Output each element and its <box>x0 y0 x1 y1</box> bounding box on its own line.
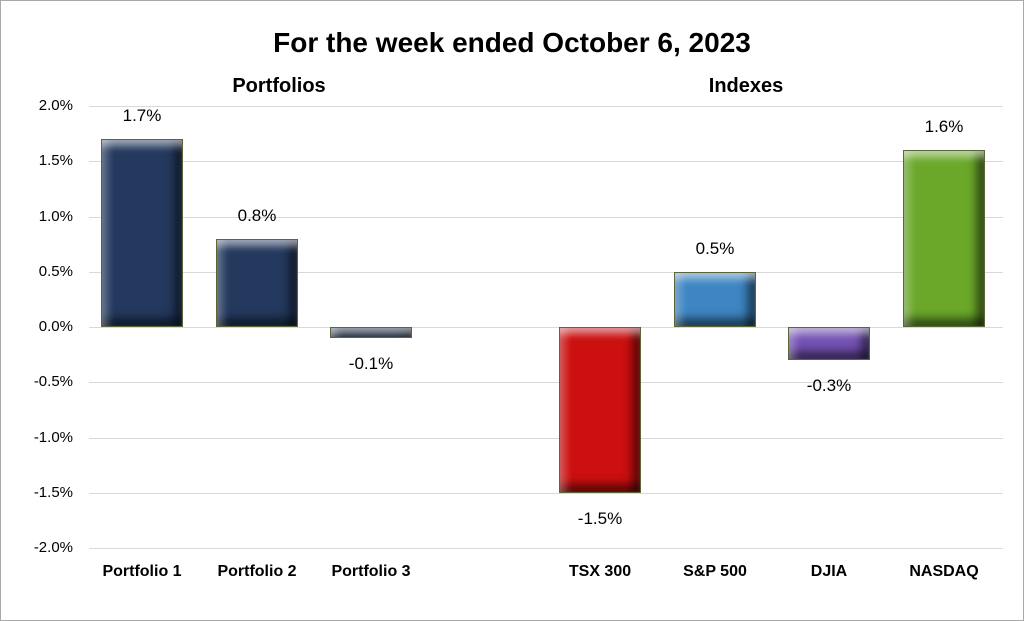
value-label-portfolio-1: 1.7% <box>122 106 162 125</box>
bar-djia <box>788 327 870 360</box>
y-axis-tick-label: -1.0% <box>33 429 73 446</box>
value-label-tsx-300: -1.5% <box>577 509 623 528</box>
gridline <box>89 106 1003 107</box>
bar-nasdaq <box>903 150 985 327</box>
gridline <box>89 327 1003 328</box>
category-label-tsx-300: TSX 300 <box>568 563 632 580</box>
y-axis-tick-label: 0.5% <box>38 263 73 280</box>
y-axis-tick-label: -1.5% <box>33 484 73 501</box>
gridline <box>89 161 1003 162</box>
bar-portfolio-2 <box>216 239 298 327</box>
y-axis-tick-label: 1.0% <box>38 208 73 225</box>
gridline <box>89 438 1003 439</box>
chart-title: For the week ended October 6, 2023 <box>273 27 751 58</box>
value-label-portfolio-3: -0.1% <box>348 354 394 373</box>
category-label-s-p-500: S&P 500 <box>683 563 747 580</box>
gridline <box>89 548 1003 549</box>
gridline <box>89 272 1003 273</box>
gridline <box>89 493 1003 494</box>
y-axis-tick-label: -2.0% <box>33 539 73 556</box>
value-label-s-p-500: 0.5% <box>695 239 735 258</box>
category-label-portfolio-3: Portfolio 3 <box>331 563 411 580</box>
value-label-portfolio-2: 0.8% <box>237 206 277 225</box>
y-axis-tick-label: 1.5% <box>38 152 73 169</box>
category-label-portfolio-1: Portfolio 1 <box>102 563 182 580</box>
bar-s-p-500 <box>674 272 756 327</box>
value-label-djia: -0.3% <box>806 376 852 395</box>
bar-tsx-300 <box>559 327 641 493</box>
gridline <box>89 382 1003 383</box>
category-label-portfolio-2: Portfolio 2 <box>217 563 297 580</box>
group-label-indexes: Indexes <box>708 75 784 97</box>
bar-portfolio-1 <box>101 139 183 327</box>
value-label-nasdaq: 1.6% <box>924 117 964 136</box>
group-label-portfolios: Portfolios <box>232 75 326 97</box>
y-axis-tick-label: 0.0% <box>38 318 73 335</box>
category-label-djia: DJIA <box>810 563 848 580</box>
y-axis-tick-label: 2.0% <box>38 97 73 114</box>
y-axis-tick-label: -0.5% <box>33 373 73 390</box>
gridline <box>89 217 1003 218</box>
bar-portfolio-3 <box>330 327 412 338</box>
category-label-nasdaq: NASDAQ <box>909 563 979 580</box>
